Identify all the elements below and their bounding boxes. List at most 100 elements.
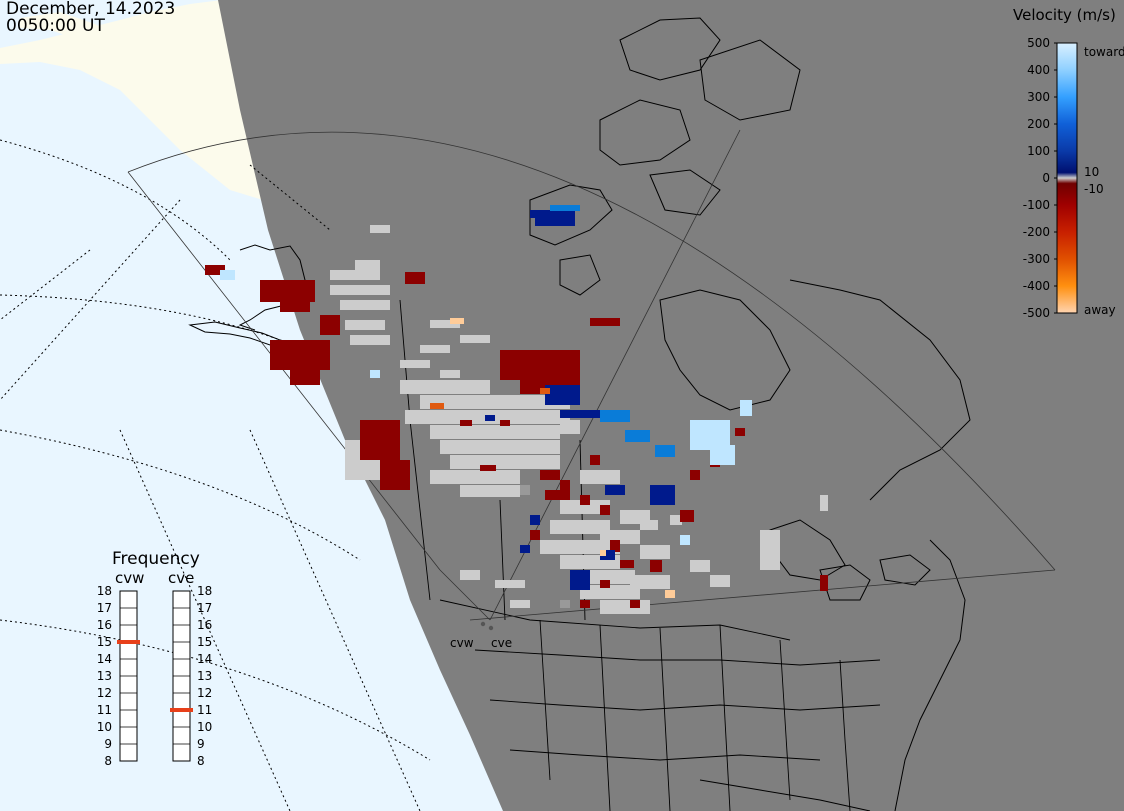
velocity-cell <box>545 490 570 500</box>
frequency-tick-label: 15 <box>197 635 213 649</box>
velocity-cell <box>540 360 580 374</box>
velocity-cell <box>440 370 460 378</box>
velocity-cell <box>580 410 600 418</box>
velocity-cell <box>430 425 560 439</box>
velocity-cell <box>460 485 520 497</box>
frequency-gauges <box>117 590 193 762</box>
velocity-cell <box>560 420 580 434</box>
velocity-colorbar <box>1054 42 1078 314</box>
velocity-cell <box>600 410 630 422</box>
radar-sites <box>480 621 494 631</box>
velocity-cell <box>600 580 610 588</box>
velocity-cell <box>665 590 675 598</box>
velocity-cell <box>690 560 710 572</box>
frequency-tick-label: 14 <box>197 652 213 666</box>
velocity-tick-label: 100 <box>1027 144 1050 158</box>
velocity-tick-label: -100 <box>1022 198 1050 212</box>
frequency-tick-label: 9 <box>197 737 205 751</box>
velocity-tick-label: -400 <box>1022 279 1050 293</box>
velocity-cell <box>550 205 580 211</box>
velocity-cell <box>450 455 560 469</box>
velocity-tick-label: 200 <box>1027 117 1050 131</box>
velocity-cell <box>495 580 525 588</box>
velocity-cell <box>680 510 694 522</box>
velocity-cell <box>740 400 752 416</box>
velocity-cell <box>355 260 380 270</box>
velocity-cell <box>630 575 670 589</box>
frequency-tick-label: 18 <box>197 584 213 598</box>
velocity-tick-label: 300 <box>1027 90 1050 104</box>
velocity-cell <box>650 560 662 572</box>
velocity-cell <box>350 335 390 345</box>
velocity-cell <box>205 265 225 275</box>
velocity-cell <box>420 345 450 353</box>
radar-site-cvw-marker <box>480 621 486 627</box>
frequency-column-cvw: cvw <box>115 569 145 587</box>
frequency-tick-label: 17 <box>96 601 112 615</box>
velocity-cell <box>605 485 625 495</box>
velocity-cell <box>530 210 575 218</box>
aleutian-islands <box>20 12 165 70</box>
velocity-cell <box>560 600 570 608</box>
velocity-cell <box>405 272 425 284</box>
velocity-cell <box>400 360 430 368</box>
velocity-cell <box>600 600 650 614</box>
velocity-cell <box>530 515 540 525</box>
frequency-column-cve: cve <box>168 569 195 587</box>
velocity-cell <box>510 600 530 608</box>
velocity-cell <box>655 445 675 457</box>
velocity-cell <box>290 365 320 385</box>
velocity-cell <box>600 550 615 560</box>
frequency-tick-label: 11 <box>96 703 112 717</box>
velocity-cell <box>520 545 530 553</box>
velocity-cell <box>330 270 380 280</box>
frequency-tick-label: 16 <box>96 618 112 632</box>
velocity-cells-layer <box>205 205 828 614</box>
velocity-cell <box>400 380 490 394</box>
velocity-neg-threshold-label: -10 <box>1084 182 1104 196</box>
velocity-cell <box>280 300 310 312</box>
velocity-cell <box>560 480 570 490</box>
velocity-cell <box>640 520 658 530</box>
velocity-cell <box>580 585 640 599</box>
velocity-cell <box>460 420 472 426</box>
velocity-tick-label: 500 <box>1027 36 1050 50</box>
radar-site-cve-marker <box>488 625 494 631</box>
velocity-cell <box>680 535 690 545</box>
velocity-cell <box>450 318 464 324</box>
velocity-cell <box>710 575 730 587</box>
radar-label-cvw: cvw <box>450 636 474 650</box>
velocity-cell <box>460 570 480 580</box>
frequency-tick-label: 10 <box>197 720 213 734</box>
velocity-cell <box>600 505 610 515</box>
velocity-cell <box>560 410 580 418</box>
velocity-cell <box>820 575 828 591</box>
velocity-cell <box>620 560 634 568</box>
velocity-cell <box>330 285 390 295</box>
velocity-pos-threshold-label: 10 <box>1084 165 1100 179</box>
coastlines <box>188 17 971 811</box>
frequency-tick-label: 12 <box>197 686 213 700</box>
velocity-cell <box>570 570 590 590</box>
velocity-cell <box>420 395 540 409</box>
velocity-cell <box>260 280 315 302</box>
velocity-scale-title: Velocity (m/s) <box>1013 6 1116 24</box>
velocity-cell <box>760 530 780 570</box>
velocity-away-label: away <box>1084 303 1116 317</box>
frequency-tick-label: 8 <box>104 754 112 768</box>
velocity-cell <box>535 218 575 226</box>
velocity-cell <box>430 320 460 328</box>
frequency-tick-label: 18 <box>96 584 112 598</box>
frequency-marker-cve <box>170 708 193 712</box>
time-label: 0050:00 UT <box>6 16 105 36</box>
velocity-cell <box>430 470 520 484</box>
velocity-cell <box>405 410 555 424</box>
velocity-cell <box>480 465 496 471</box>
frequency-tick-label: 10 <box>96 720 112 734</box>
date-label: December, 14.2023 <box>6 0 176 19</box>
velocity-cell <box>590 455 600 465</box>
velocity-cell <box>485 415 495 421</box>
frequency-tick-label: 9 <box>104 737 112 751</box>
velocity-cell <box>460 335 490 343</box>
